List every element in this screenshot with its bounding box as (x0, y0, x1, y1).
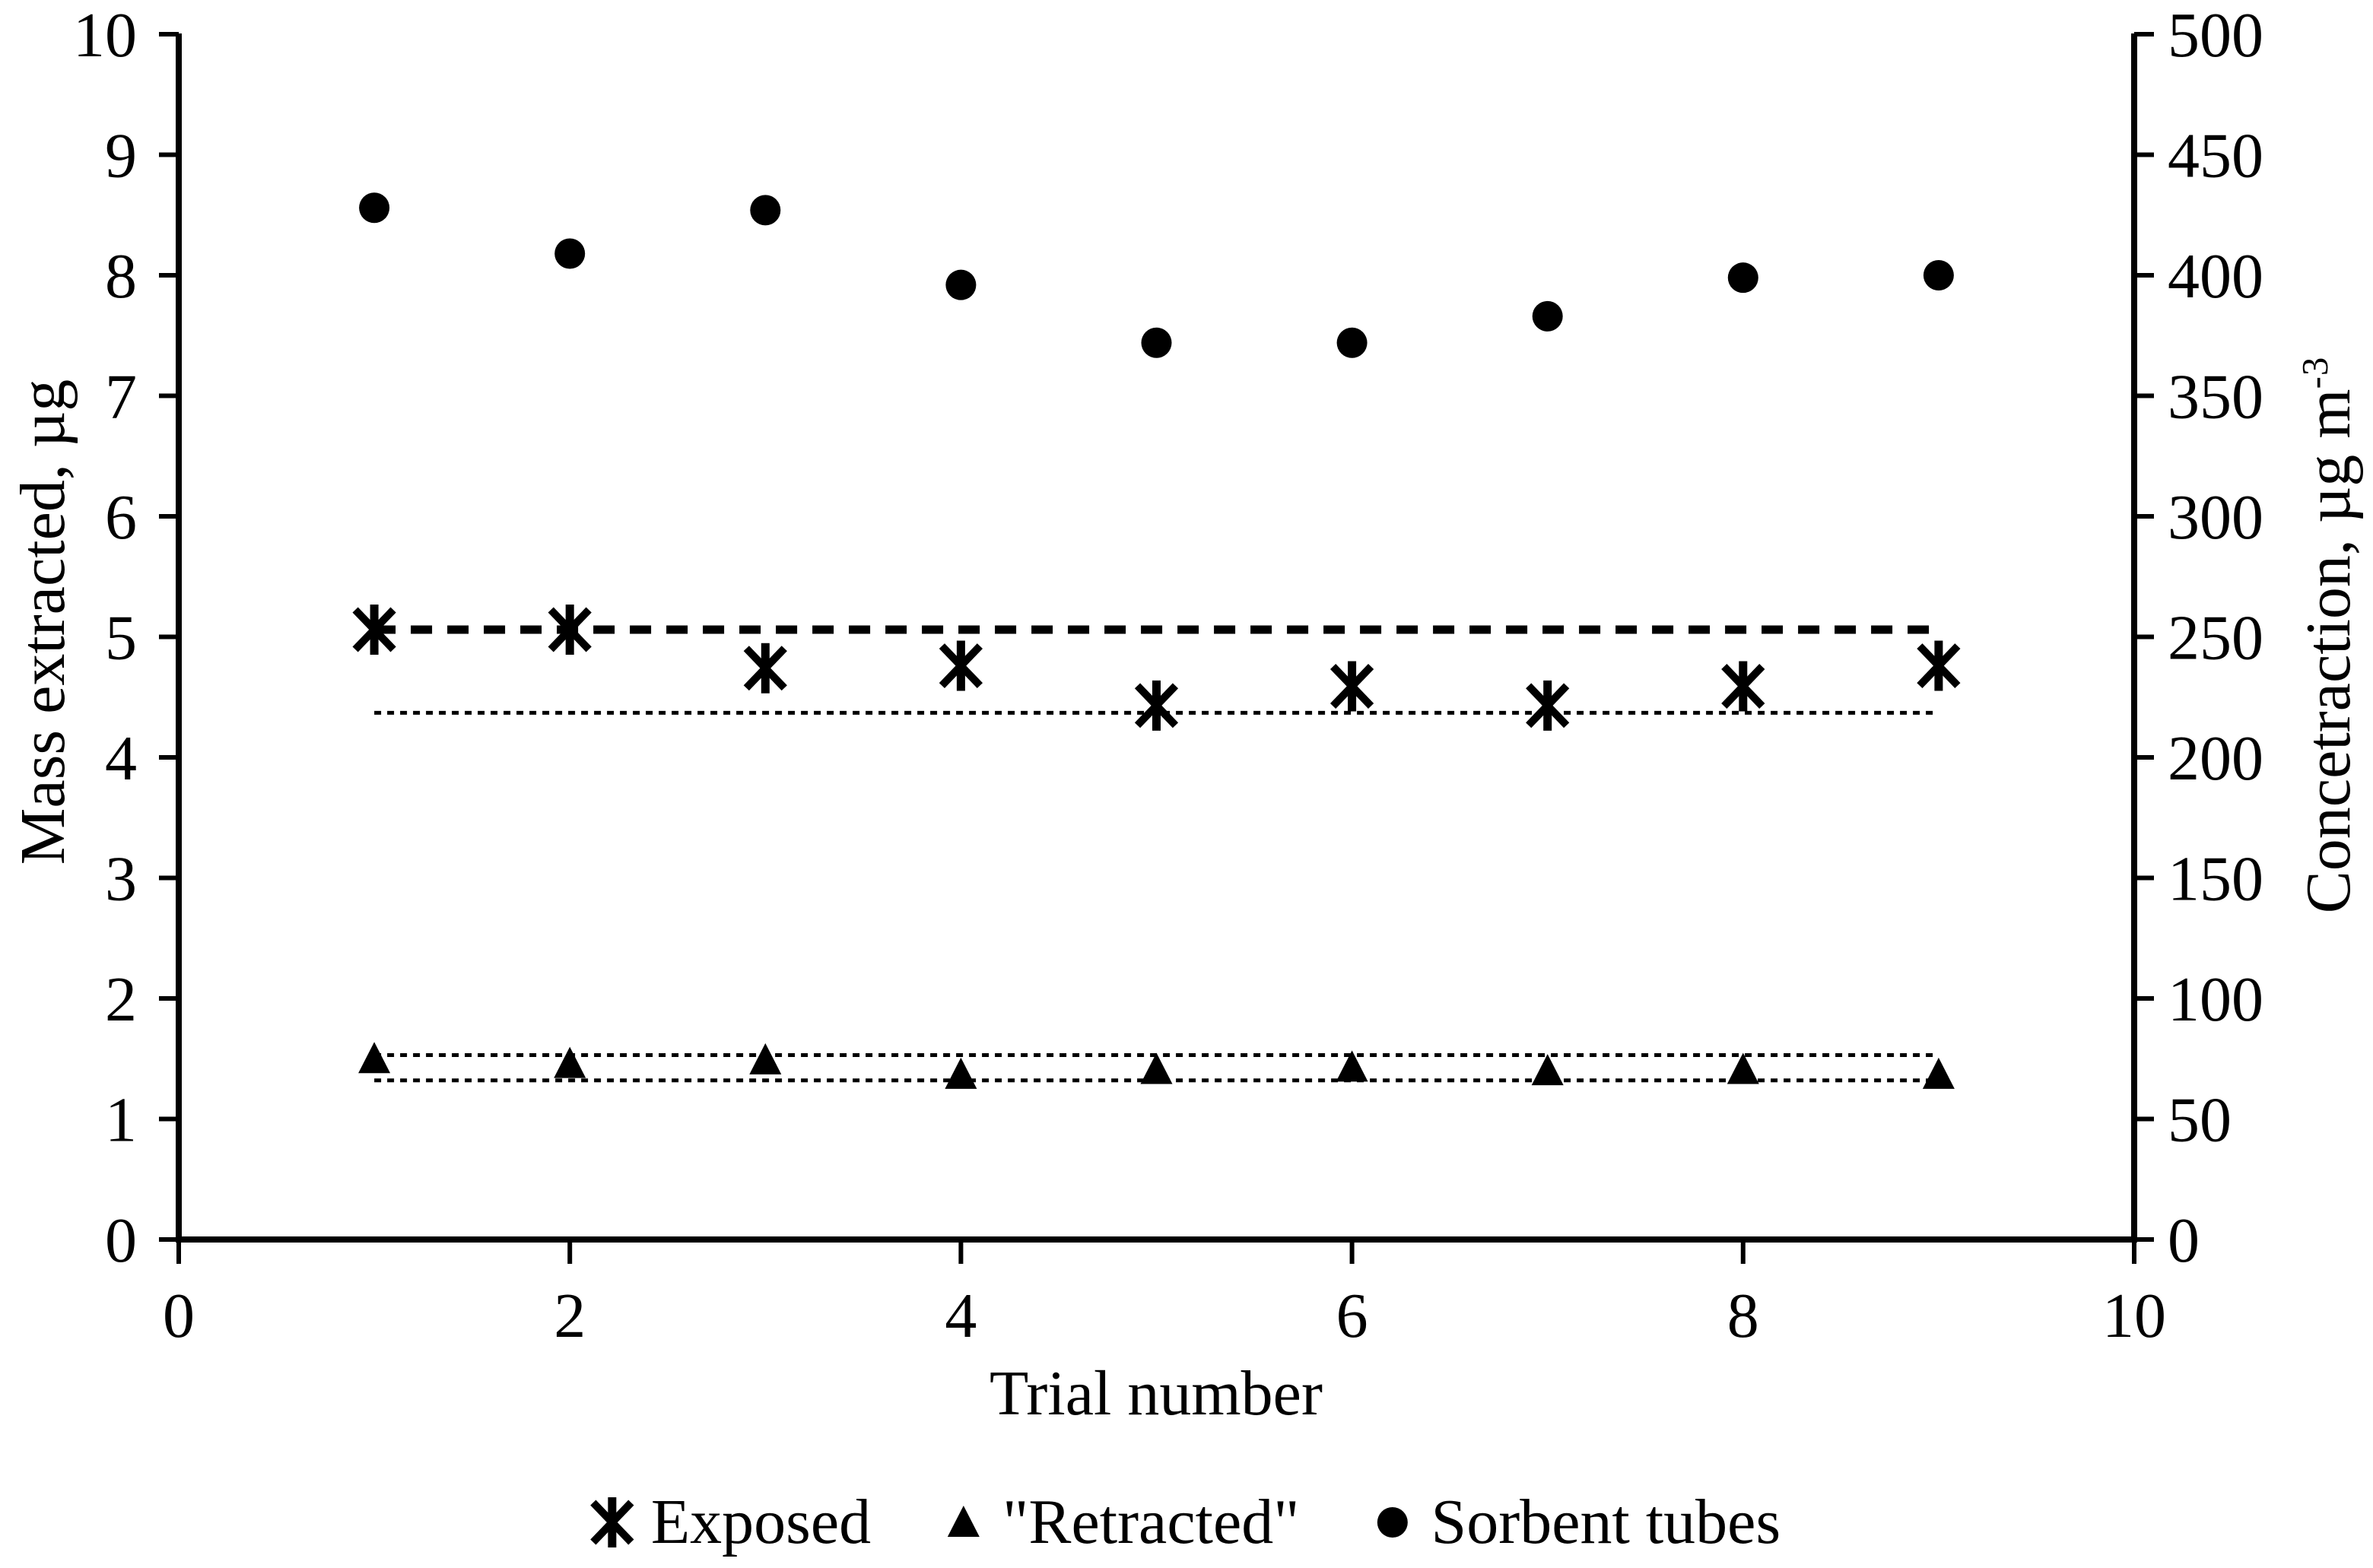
sorbenttubes-point (750, 195, 781, 226)
legend-label: Exposed (650, 1487, 872, 1557)
x-tick-label: 6 (1336, 1281, 1368, 1351)
legend-circle-icon (1377, 1507, 1408, 1538)
sorbenttubes-point (1727, 262, 1758, 294)
right-y-tick-label: 150 (2168, 844, 2263, 915)
right-y-tick-label: 250 (2168, 603, 2263, 674)
retracted-point (1336, 1050, 1368, 1082)
left-y-tick-label: 2 (105, 964, 137, 1035)
sorbenttubes-point (554, 238, 586, 269)
x-tick-label: 10 (2102, 1281, 2166, 1351)
legend-item: Sorbent tubes (1365, 1490, 1781, 1554)
legend-label: "Retracted" (1002, 1487, 1300, 1557)
right-y-tick-label: 350 (2168, 362, 2263, 433)
tick-labels-layer: 0123456789100501001502002503003504004505… (73, 0, 2263, 1351)
legend-star6-icon (590, 1500, 634, 1545)
legend-triangle-icon (948, 1506, 980, 1537)
sorbenttubes-point (1532, 300, 1563, 332)
exposed-point (1134, 683, 1179, 728)
right-y-tick-label: 500 (2168, 0, 2263, 71)
exposed-point (743, 646, 787, 691)
left-y-tick-label: 10 (73, 0, 137, 71)
retracted-point (749, 1043, 782, 1074)
x-tick-label: 2 (554, 1281, 586, 1351)
right-y-tick-label: 400 (2168, 241, 2263, 312)
right-y-tick-label: 200 (2168, 723, 2263, 794)
exposed-point (1917, 643, 1961, 689)
right-y-tick-label: 300 (2168, 482, 2263, 553)
legend-label: Sorbent tubes (1431, 1487, 1781, 1557)
legend: Exposed "Retracted" Sorbent tubes (585, 1490, 1781, 1554)
legend-star6-icon (590, 1497, 634, 1547)
right-y-axis-title: Concetraction, µg m-3 (2293, 356, 2364, 913)
legend-item: Exposed (585, 1490, 871, 1554)
retracted-point (1727, 1052, 1759, 1084)
exposed-point (1526, 683, 1570, 728)
left-y-tick-label: 0 (105, 1205, 137, 1276)
x-tick-label: 8 (1727, 1281, 1759, 1351)
sorbenttubes-point (945, 269, 977, 300)
left-y-tick-label: 4 (105, 723, 137, 794)
retracted-point (1922, 1057, 1955, 1089)
x-tick-label: 4 (945, 1281, 977, 1351)
retracted-point (945, 1057, 977, 1089)
right-y-axis-title-superscript: -3 (2295, 356, 2336, 389)
exposed-point (1721, 664, 1765, 709)
x-axis-title: Trial number (990, 1358, 1323, 1429)
left-y-tick-label: 8 (105, 241, 137, 312)
exposed-point (352, 607, 396, 652)
retracted-point (358, 1042, 391, 1074)
sorbenttubes-point (1336, 327, 1368, 358)
left-y-tick-label: 6 (105, 482, 137, 553)
retracted-point (554, 1046, 586, 1078)
legend-item: "Retracted" (936, 1487, 1300, 1557)
data-points-layer (352, 192, 1961, 1089)
exposed-point (548, 607, 592, 652)
exposed-point (939, 643, 983, 689)
left-y-tick-label: 7 (105, 362, 137, 433)
retracted-point (1140, 1052, 1173, 1084)
sorbenttubes-point (359, 192, 390, 224)
retracted-point (1531, 1054, 1564, 1086)
left-y-axis-title: Mass extracted, µg (8, 379, 78, 865)
left-y-tick-label: 9 (105, 121, 137, 192)
left-y-tick-label: 5 (105, 603, 137, 674)
sorbenttubes-point (1141, 327, 1172, 358)
right-y-tick-label: 450 (2168, 121, 2263, 192)
exposed-point (1329, 664, 1374, 709)
sorbenttubes-point (1923, 260, 1954, 290)
legend-triangle-icon (948, 1506, 980, 1537)
axes-layer (159, 32, 2154, 1264)
right-y-tick-label: 0 (2168, 1205, 2200, 1276)
legend-circle-icon (1377, 1507, 1408, 1538)
x-tick-label: 0 (163, 1281, 195, 1351)
right-y-tick-label: 50 (2168, 1085, 2232, 1156)
left-y-tick-label: 3 (105, 844, 137, 915)
left-y-tick-label: 1 (105, 1085, 137, 1156)
right-y-tick-label: 100 (2168, 964, 2263, 1035)
right-y-axis-title-text: Concetraction, µg m (2293, 389, 2364, 914)
